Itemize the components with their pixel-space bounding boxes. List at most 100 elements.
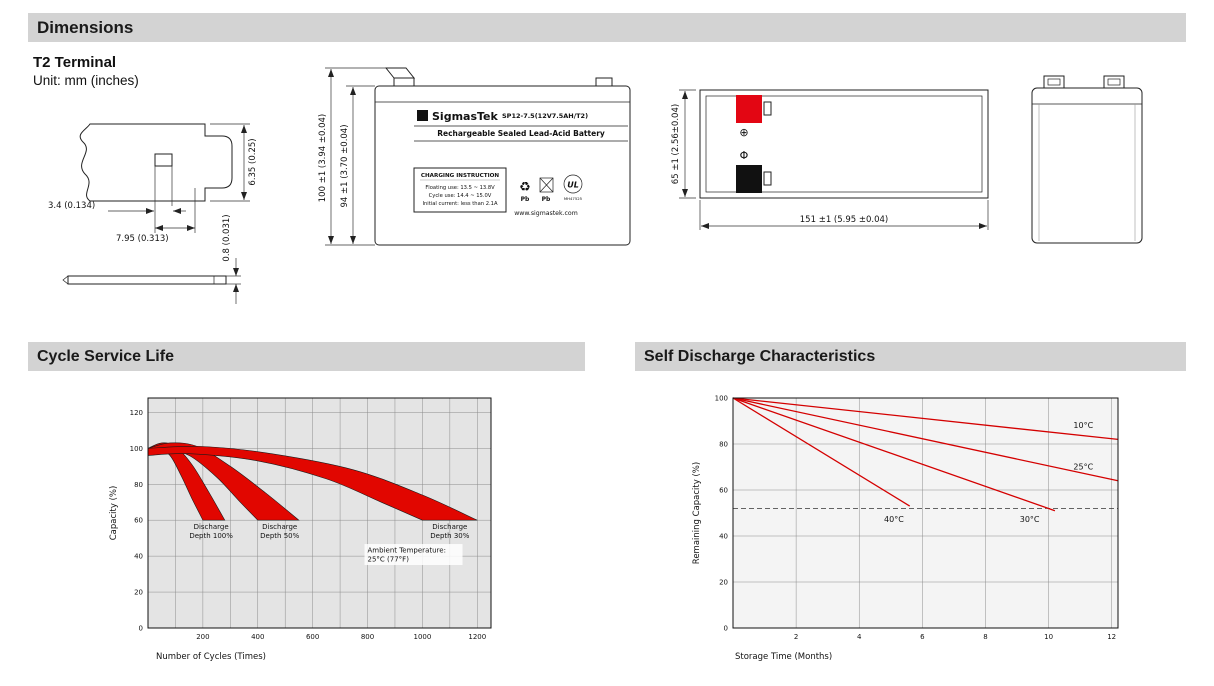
y-tick-label: 20 <box>134 589 143 597</box>
dim-label-case-height: 94 ±1 (3.70 ±0.04) <box>340 124 350 207</box>
pb-recycle-label: Pb <box>521 196 530 203</box>
y-tick-label: 80 <box>134 481 143 489</box>
charging-line-1: Floating use: 13.5 ~ 13.8V <box>425 185 495 191</box>
band-label-line1: Discharge <box>194 523 229 531</box>
charging-line-2: Cycle use: 14.4 ~ 15.0V <box>429 193 492 199</box>
dim-label-top-width: 151 ±1 (5.95 ±0.04) <box>800 215 888 225</box>
front-terminal-right <box>595 77 613 87</box>
ul-mark-text: UL <box>567 181 579 190</box>
battery-case-top-inner <box>705 95 983 193</box>
y-tick-label: 100 <box>715 395 728 403</box>
x-tick-label: 12 <box>1107 633 1116 641</box>
x-axis-label: Storage Time (Months) <box>735 652 832 662</box>
y-axis-label: Remaining Capacity (%) <box>692 462 702 564</box>
self-discharge-header: Self Discharge Characteristics <box>635 342 1186 371</box>
series-label: 30°C <box>1020 515 1040 524</box>
band-label-line2: Depth 30% <box>430 532 469 540</box>
y-tick-label: 40 <box>134 553 143 561</box>
trash-cross-line <box>539 177 554 193</box>
band-label-line2: Depth 50% <box>260 532 299 540</box>
battery-case-end <box>1031 87 1143 244</box>
x-tick-label: 8 <box>983 633 987 641</box>
positive-terminal-tab <box>763 101 772 116</box>
plot-border <box>147 397 492 629</box>
battery-front-view: 100 ±1 (3.94 ±0.04) 94 ±1 (3.70 ±0.04) Σ… <box>318 67 631 246</box>
end-terminal-left <box>1043 75 1065 89</box>
battery-top-view: ⊕ Φ 65 ±1 (2.56±0.04) 151 ±1 (5.95 ±0.04… <box>671 89 989 230</box>
dimension-drawings: 3.4 (0.134) 7.95 (0.313) 6.35 (0.25) 0.8… <box>48 67 1143 304</box>
x-axis-label: Number of Cycles (Times) <box>156 652 266 662</box>
cycle-section-title: Cycle Service Life <box>37 347 174 365</box>
y-tick-label: 0 <box>139 625 143 633</box>
trash-icon <box>539 177 554 193</box>
x-tick-label: 10 <box>1044 633 1053 641</box>
y-tick-label: 80 <box>719 441 728 449</box>
negative-terminal-tab <box>763 171 772 186</box>
dim-label-thickness: 0.8 (0.031) <box>222 214 232 261</box>
charging-title: CHARGING INSTRUCTION <box>421 173 500 179</box>
pb-trash-label: Pb <box>542 196 551 203</box>
break-line <box>62 275 69 285</box>
battery-case-front <box>374 85 631 246</box>
unit-label: Unit: mm (inches) <box>33 73 139 88</box>
y-tick-label: 100 <box>130 445 143 453</box>
dimensions-title: Dimensions <box>37 17 134 37</box>
self-discharge-section-title: Self Discharge Characteristics <box>644 347 876 365</box>
cycle-service-life-chart: 0 20 40 60 80 100 120 200 400 600 800 1000 1200 Disch… <box>109 397 492 662</box>
terminal-side-view <box>67 275 227 285</box>
series-line <box>732 397 1119 482</box>
x-tick-label: 1000 <box>413 633 431 641</box>
dim-label-height: 6.35 (0.25) <box>248 138 258 185</box>
series-line <box>732 397 1056 512</box>
website-text: www.sigmastek.com <box>514 210 578 217</box>
x-tick-label: 200 <box>196 633 209 641</box>
dimensions-area: T2 Terminal Unit: mm (inches) 3.4 (0.134… <box>28 48 1186 338</box>
dim-label-top-height: 65 ±1 (2.56±0.04) <box>671 104 681 184</box>
end-terminal-right-inner <box>1107 78 1121 86</box>
plot-border <box>732 397 1119 629</box>
ul-code: MH47525 <box>564 196 583 201</box>
x-tick-label: 400 <box>251 633 264 641</box>
end-terminal-left-inner <box>1047 78 1061 86</box>
annotation-line: Ambient Temperature: <box>368 547 446 555</box>
minus-polarity-symbol: Φ <box>740 149 749 162</box>
cycle-service-life-header: Cycle Service Life <box>28 342 585 371</box>
x-tick-label: 6 <box>920 633 925 641</box>
negative-terminal <box>736 165 762 193</box>
recycle-icon: ♻ <box>519 180 531 195</box>
model-number: SP12-7.5(12V7.5AH/T2) <box>502 112 588 120</box>
terminal-detail-drawing: 3.4 (0.134) 7.95 (0.313) 6.35 (0.25) 0.8… <box>48 123 258 304</box>
series-line <box>732 397 911 507</box>
band-label-line2: Depth 100% <box>189 532 233 540</box>
terminal-slot <box>154 153 173 167</box>
dim-label-total-height: 100 ±1 (3.94 ±0.04) <box>318 114 328 202</box>
annotation-bg <box>364 544 463 566</box>
dimensions-section-header: Dimensions <box>28 13 1186 42</box>
sigma-logo-glyph: Σ <box>419 112 425 122</box>
discharge-band <box>147 446 478 521</box>
y-tick-label: 40 <box>719 533 728 541</box>
sigma-logo-box <box>417 110 428 121</box>
charging-line-3: Initial current: less than 2.1A <box>422 201 497 207</box>
front-terminal-left-tab <box>384 67 416 79</box>
self-discharge-chart: 0 20 40 60 80 100 2 4 6 8 10 12 10°C 25°C 30°C 40°C Rema… <box>692 395 1119 662</box>
terminal-type-title: T2 Terminal <box>33 54 117 71</box>
y-tick-label: 0 <box>724 625 728 633</box>
plus-polarity-symbol: ⊕ <box>739 126 748 139</box>
ul-mark-icon <box>563 174 583 194</box>
annotation-line: 25°C (77°F) <box>368 556 410 564</box>
end-terminal-right <box>1103 75 1125 89</box>
x-tick-label: 800 <box>361 633 374 641</box>
x-tick-label: 2 <box>794 633 798 641</box>
series-label: 10°C <box>1073 421 1093 430</box>
battery-subtitle: Rechargeable Sealed Lead-Acid Battery <box>437 129 605 138</box>
series-line <box>732 397 1119 441</box>
dim-label-tab-width: 7.95 (0.313) <box>116 234 169 244</box>
x-tick-label: 600 <box>306 633 319 641</box>
y-tick-label: 60 <box>719 487 728 495</box>
positive-terminal <box>736 95 762 123</box>
y-tick-label: 120 <box>130 409 143 417</box>
band-label-line1: Discharge <box>262 523 297 531</box>
x-tick-label: 4 <box>857 633 862 641</box>
plot-area <box>733 398 1118 628</box>
